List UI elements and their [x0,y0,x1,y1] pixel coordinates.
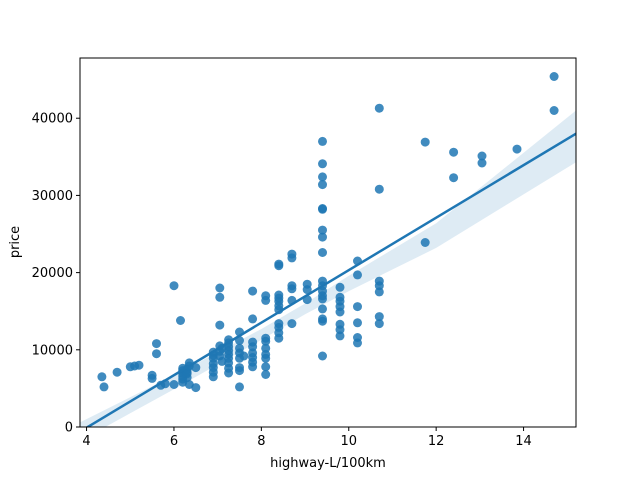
data-point [318,304,327,314]
data-point [134,360,144,370]
data-point [318,314,327,324]
data-point [274,319,284,329]
data-point [261,343,271,353]
x-tick-label: 8 [257,434,265,449]
data-point [261,333,271,343]
x-tick-label: 12 [428,434,445,449]
data-point [318,225,327,235]
data-point [215,320,225,330]
data-point [147,370,157,380]
data-point [235,363,244,373]
data-point [353,302,362,312]
plot-frame [79,57,577,428]
data-point [191,383,201,393]
data-point [318,204,327,213]
data-point [318,351,327,361]
data-point [374,287,384,297]
data-point [318,136,327,146]
data-point [152,349,161,359]
regression-line [85,132,576,427]
data-point [112,367,122,377]
data-point [353,318,362,328]
x-axis-ticks: 4 6 8 10 12 14 [82,427,532,449]
y-tick-label: 10000 [32,343,73,358]
data-point [335,282,345,292]
data-point [248,314,258,324]
data-point [215,283,225,293]
y-axis-label: price [8,226,23,258]
data-point [374,319,384,329]
data-point [335,292,345,302]
data-point [248,337,258,347]
data-point [374,103,384,113]
data-point [169,281,179,291]
data-point [477,151,487,161]
data-point [97,372,107,382]
data-point [335,331,345,341]
data-point [302,279,312,289]
data-point [549,72,559,81]
data-point [549,106,559,115]
data-point [318,159,327,169]
data-point [169,380,179,389]
data-point [274,290,284,300]
data-point [420,137,430,147]
data-point [374,276,384,286]
data-point [353,333,362,342]
data-point [318,172,327,182]
data-point [261,362,271,372]
data-point [287,319,297,329]
data-point [512,144,522,154]
data-point [248,348,258,358]
data-point [353,270,362,280]
x-tick-label: 14 [515,434,532,449]
data-point [318,180,327,190]
y-tick-label: 40000 [32,112,73,127]
data-point [239,351,249,361]
x-axis-label: highway-L/100km [270,456,386,471]
data-point [420,238,430,247]
data-point [176,316,185,325]
data-point [152,339,161,349]
data-point [274,259,284,269]
data-point [477,158,487,168]
y-axis-ticks: 0 10000 20000 30000 40000 [32,112,80,436]
data-point [335,319,345,329]
y-tick-label: 0 [65,421,73,436]
x-tick-label: 6 [170,434,178,449]
x-tick-label: 4 [82,434,90,449]
data-point [261,291,271,301]
data-point [191,363,201,373]
data-point [287,249,297,259]
data-point [261,370,271,379]
data-point [215,292,225,302]
y-tick-label: 30000 [32,189,73,204]
data-point [318,248,327,257]
data-point [235,343,244,353]
data-point [287,281,297,291]
data-point [449,147,459,157]
y-tick-label: 20000 [32,266,73,281]
data-point [374,184,384,194]
x-tick-label: 10 [340,434,357,449]
data-point [248,286,258,296]
data-point [449,173,459,183]
data-point [99,382,109,392]
data-point [374,312,384,322]
data-points [97,72,559,393]
plot-area [80,72,576,427]
data-point [235,382,244,392]
data-point [318,232,327,242]
